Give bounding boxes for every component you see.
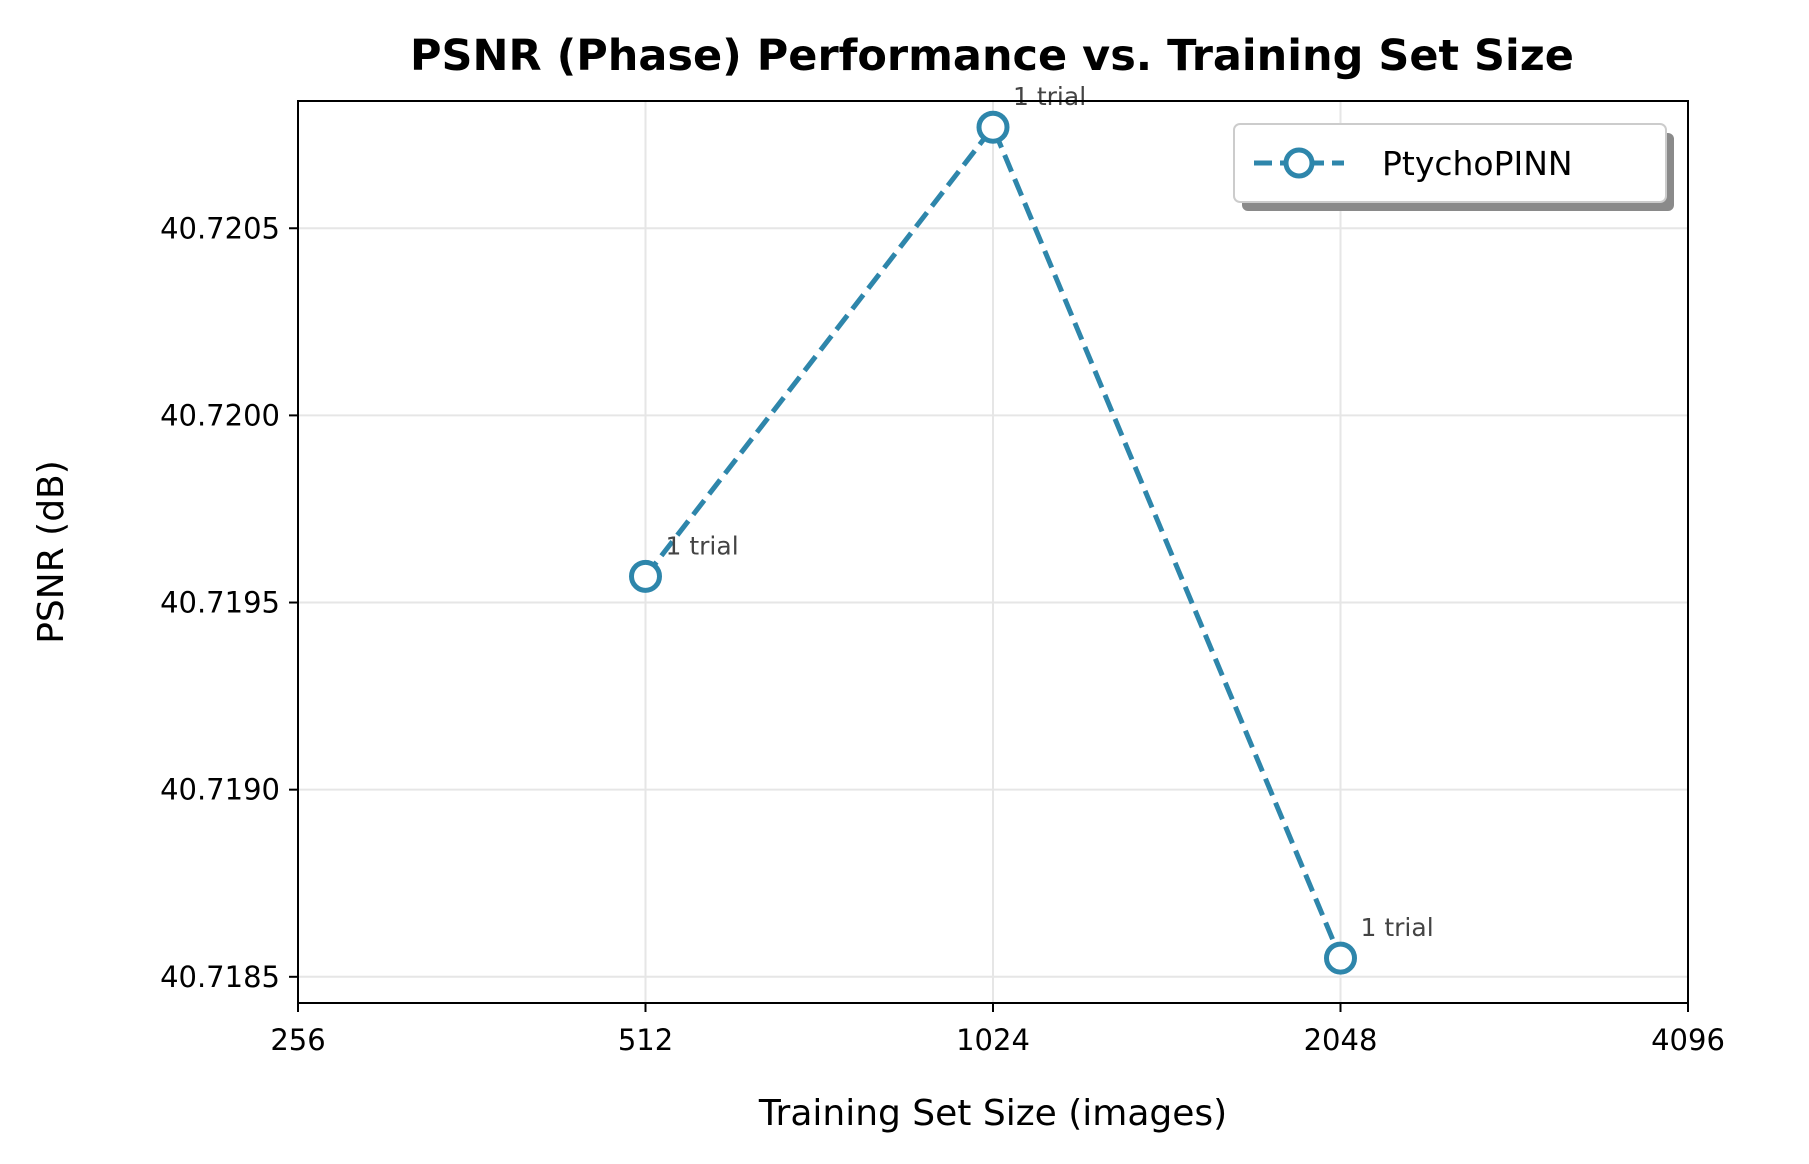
x-tick-label: 4096: [1651, 1023, 1725, 1057]
chart-title: PSNR (Phase) Performance vs. Training Se…: [410, 31, 1574, 81]
y-tick-label: 40.7205: [160, 211, 280, 245]
grid: [297, 101, 1689, 1003]
y-axis-label: PSNR (dB): [31, 460, 72, 644]
legend: PtychoPINN: [1233, 123, 1674, 211]
x-tick-label: 256: [270, 1023, 325, 1057]
x-tick-label: 2048: [1304, 1023, 1378, 1057]
y-tick-label: 40.7195: [160, 586, 280, 620]
y-tick-label: 40.7190: [160, 773, 280, 807]
series-layer: 1 trial 1 trial 1 trial: [629, 82, 1434, 975]
x-tick-label: 1024: [956, 1023, 1030, 1057]
data-point: [976, 110, 1010, 144]
point-annotation: 1 trial: [666, 531, 739, 560]
legend-box: [1233, 123, 1667, 203]
axis-ticks: 256 512 1024 2048 4096 40.7185 40.7190 40.7195 4…: [160, 211, 1725, 1057]
data-point: [1324, 941, 1357, 975]
legend-label: PtychoPINN: [1382, 144, 1573, 183]
y-tick-label: 40.7200: [160, 398, 280, 432]
point-annotation: 1 trial: [1013, 82, 1086, 111]
legend-marker: [1283, 147, 1315, 179]
y-tick-label: 40.7185: [160, 960, 280, 994]
x-axis-label: Training Set Size (images): [758, 1093, 1227, 1134]
series-line: [643, 122, 1343, 960]
point-annotation: 1 trial: [1361, 913, 1434, 942]
x-tick-label: 512: [618, 1023, 673, 1057]
data-point: [629, 559, 662, 593]
